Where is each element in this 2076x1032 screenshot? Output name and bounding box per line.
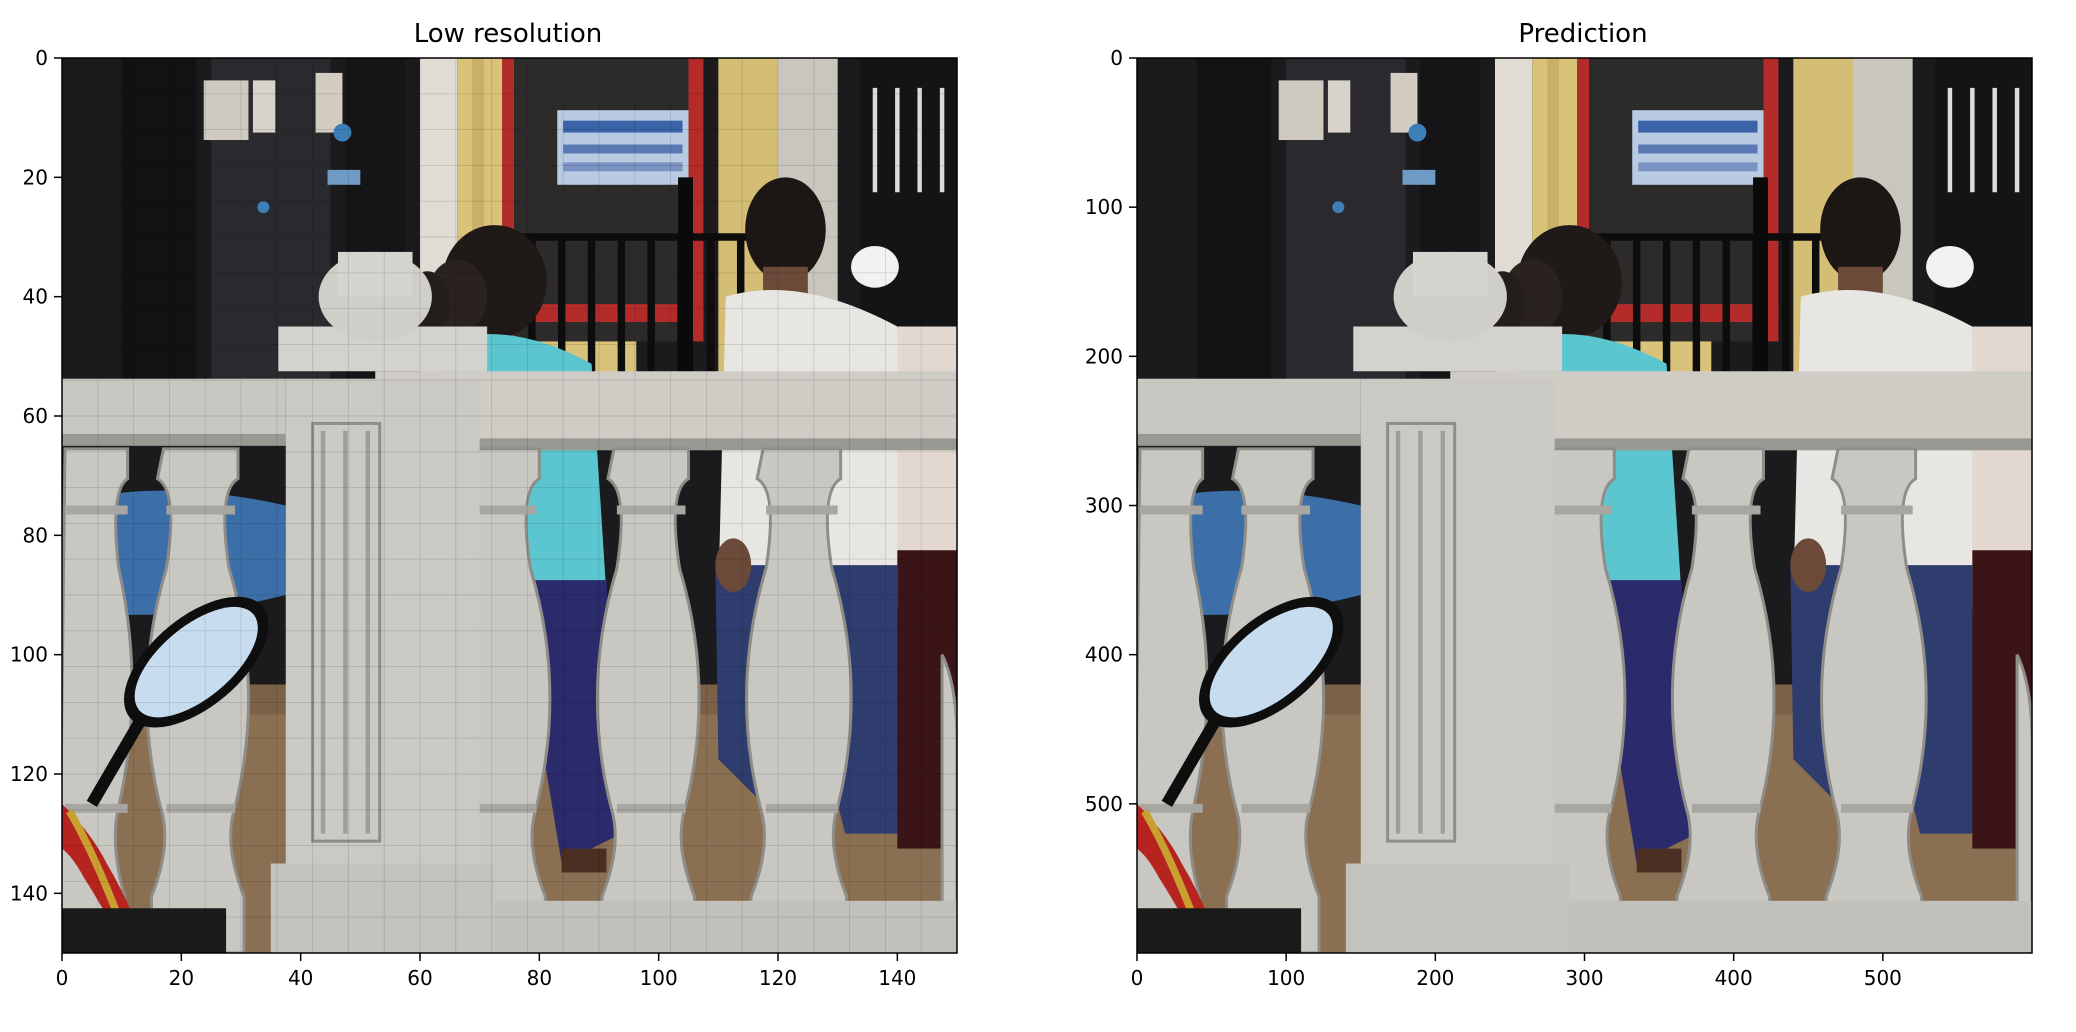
prediction-image [1134, 58, 2032, 953]
x-tick-label: 60 [407, 966, 432, 990]
y-tick-label: 300 [1085, 494, 1123, 518]
panel-title-low-resolution: Low resolution [414, 19, 603, 49]
low-resolution-image [62, 58, 957, 953]
x-tick-label: 0 [1131, 966, 1144, 990]
x-tick-label: 100 [1267, 966, 1305, 990]
axes-frame-low [61, 57, 958, 954]
ticks-low: 0 20 40 60 80 100 120 140 0 20 40 60 80 100 120 140 [10, 46, 917, 990]
x-tick-label: 20 [169, 966, 194, 990]
ticks-prediction: 0 100 200 300 400 500 0 100 200 300 400 500 [1085, 46, 1902, 990]
panel-low-resolution: Low resolution 0 20 40 60 80 100 120 140 0 20 40 60… [10, 19, 958, 990]
y-tick-label: 0 [1110, 46, 1123, 70]
x-tick-label: 40 [288, 966, 313, 990]
y-tick-label: 400 [1085, 643, 1123, 667]
panel-title-prediction: Prediction [1518, 19, 1647, 49]
y-tick-label: 100 [10, 643, 48, 667]
x-tick-label: 140 [878, 966, 916, 990]
y-tick-label: 40 [23, 285, 48, 309]
x-tick-label: 300 [1565, 966, 1603, 990]
y-tick-label: 0 [35, 46, 48, 70]
y-tick-label: 100 [1085, 195, 1123, 219]
y-tick-label: 60 [23, 404, 48, 428]
y-tick-label: 20 [23, 165, 48, 189]
x-tick-label: 80 [527, 966, 552, 990]
y-tick-label: 120 [10, 762, 48, 786]
x-tick-label: 500 [1864, 966, 1902, 990]
x-tick-label: 120 [759, 966, 797, 990]
x-tick-label: 400 [1715, 966, 1753, 990]
x-tick-label: 100 [640, 966, 678, 990]
x-tick-label: 0 [56, 966, 69, 990]
y-tick-label: 200 [1085, 344, 1123, 368]
y-tick-label: 140 [10, 881, 48, 905]
y-tick-label: 80 [23, 523, 48, 547]
x-tick-label: 200 [1416, 966, 1454, 990]
panel-prediction: Prediction 0 100 200 300 400 500 0 100 200 300 400… [1085, 19, 2033, 990]
y-tick-label: 500 [1085, 792, 1123, 816]
